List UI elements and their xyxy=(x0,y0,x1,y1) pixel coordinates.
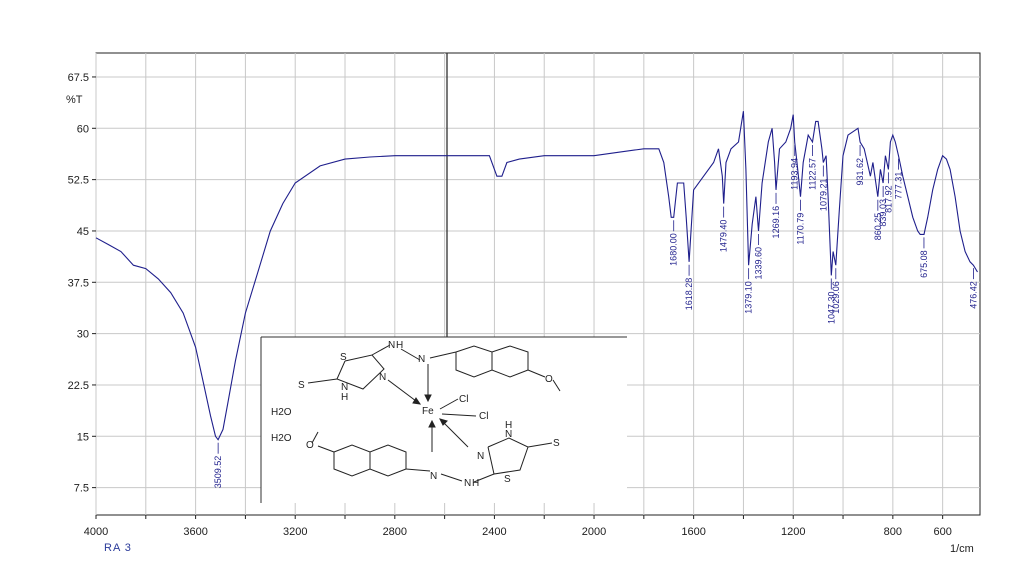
peak-label: 931.62 xyxy=(855,158,865,186)
atom-h-hydrazone-top: H xyxy=(396,340,403,351)
x-tick-label: 3200 xyxy=(283,526,307,538)
bottom-imine-bond xyxy=(405,468,431,472)
bond-fe-cl-2 xyxy=(441,413,477,417)
peak-label: 777.31 xyxy=(893,172,903,200)
y-tick-label: 37.5 xyxy=(68,277,89,289)
arrow-n-bottom-to-fe xyxy=(440,419,469,448)
sample-label: RA 3 xyxy=(104,542,132,554)
top-ligand xyxy=(307,344,561,392)
peak-label: 1029.06 xyxy=(831,281,841,314)
atom-nh-bottom: N xyxy=(505,429,512,440)
atom-fe: Fe xyxy=(422,406,434,417)
y-tick-label: 7.5 xyxy=(74,483,89,495)
bottom-thiadiazole-ring xyxy=(487,437,529,475)
bottom-methyl-bond xyxy=(311,431,319,444)
y-tick-label: 45 xyxy=(77,226,89,238)
peak-label: 1680.00 xyxy=(669,233,679,266)
x-axis-ticks: 4000 3600 3200 2800 2400 2000 1600 1200 800 600 xyxy=(84,515,952,538)
atom-nh-top: N xyxy=(341,382,348,393)
peak-label: 3509.52 xyxy=(213,456,223,489)
x-tick-label: 1600 xyxy=(681,526,705,538)
peak-label: 1269.16 xyxy=(771,206,781,239)
peak-label: 1170.79 xyxy=(796,213,806,245)
peak-label: 860.25 xyxy=(873,213,883,241)
atom-n-bottom-2: N xyxy=(464,478,471,489)
peak-label: 839.03 xyxy=(878,199,888,227)
arrowhead-imine-bottom xyxy=(428,419,436,428)
top-methyl-bond xyxy=(552,379,561,392)
water-label-1: H2O xyxy=(271,407,292,418)
peak-label: 1122.57 xyxy=(808,158,818,190)
atom-s-ring-bottom: S xyxy=(504,474,511,485)
bottom-hydrazone-bond-2 xyxy=(440,473,463,482)
atom-h-hydrazone-bottom: H xyxy=(472,478,479,489)
top-imine-bond xyxy=(429,351,457,359)
y-axis-ticks: 7.5 15 22.5 30 37.5 45 52.5 60 67.5 xyxy=(68,72,96,495)
peak-label: 1379.10 xyxy=(744,281,754,314)
y-axis-label: %T xyxy=(66,94,83,106)
x-axis-label: 1/cm xyxy=(950,543,974,555)
y-tick-label: 52.5 xyxy=(68,175,89,187)
atom-h-bottom: H xyxy=(505,420,512,431)
peak-annotations: 3509.52 1680.00 1618.28 1479.40 1379.101339.… xyxy=(213,144,978,489)
peak-label: 1047.30 xyxy=(826,291,836,324)
y-tick-label: 30 xyxy=(77,329,89,341)
bottom-methoxy-bond xyxy=(317,445,335,453)
arrowhead-n-top xyxy=(412,397,422,405)
top-hydrazone-bond-2 xyxy=(400,348,421,361)
atom-s-thione-bottom: S xyxy=(553,438,560,449)
grid xyxy=(95,53,980,515)
water-label-2: H2O xyxy=(271,433,292,444)
peak-label: 1618.28 xyxy=(684,278,694,311)
atom-o-top: O xyxy=(545,374,553,385)
peak-label: 1479.40 xyxy=(719,220,729,253)
y-tick-label: 15 xyxy=(77,431,89,443)
arrowhead-imine-top xyxy=(424,394,432,403)
atom-cl-1: Cl xyxy=(459,394,468,405)
atom-labels: S S N N H N H N O Fe Cl Cl N H S N S N H… xyxy=(298,340,560,489)
peak-label: 476.42 xyxy=(968,281,978,309)
bottom-thione-bond xyxy=(527,442,553,448)
atom-n-bottom-3: N xyxy=(430,471,437,482)
atom-n-bottom-1: N xyxy=(477,451,484,462)
atom-n-top-3: N xyxy=(418,354,425,365)
top-methoxy-bond xyxy=(527,369,546,378)
atom-n-top-2: N xyxy=(388,340,395,351)
x-tick-label: 1200 xyxy=(781,526,805,538)
atom-h-top: H xyxy=(341,392,348,403)
atom-s-ring-top: S xyxy=(340,352,347,363)
top-thione-bond xyxy=(307,378,338,384)
atom-n-top-1: N xyxy=(379,372,386,383)
y-tick-label: 22.5 xyxy=(68,380,89,392)
atom-s-thione-top: S xyxy=(298,380,305,391)
atom-o-bottom: O xyxy=(306,440,314,451)
spectrum-trace xyxy=(95,111,978,441)
x-tick-label: 800 xyxy=(884,526,902,538)
x-tick-label: 2800 xyxy=(383,526,407,538)
peak-label: 817.92 xyxy=(883,185,893,213)
arrowhead-n-bottom xyxy=(439,418,448,426)
top-thiadiazole-ring xyxy=(336,354,385,390)
peak-label: 1339.60 xyxy=(753,247,763,280)
bottom-hydrazone-bond-1 xyxy=(473,473,495,483)
y-tick-label: 67.5 xyxy=(68,72,89,84)
peak-label: 675.08 xyxy=(919,250,929,278)
y-tick-label: 60 xyxy=(77,123,89,135)
x-tick-label: 4000 xyxy=(84,526,108,538)
atom-cl-2: Cl xyxy=(479,411,488,422)
x-tick-label: 2400 xyxy=(482,526,506,538)
coordination-arrows xyxy=(387,364,477,452)
x-tick-label: 600 xyxy=(933,526,951,538)
bottom-ligand xyxy=(311,431,553,483)
x-tick-label: 3600 xyxy=(183,526,207,538)
bond-fe-cl-1 xyxy=(439,398,459,410)
x-tick-label: 2000 xyxy=(582,526,606,538)
peak-label: 1079.21 xyxy=(818,179,828,212)
structure-inset: S S N N H N H N O Fe Cl Cl N H S N S N H… xyxy=(260,336,627,503)
top-hydrazone-bond-1 xyxy=(371,344,391,356)
peak-label: 1193.94 xyxy=(790,158,800,190)
